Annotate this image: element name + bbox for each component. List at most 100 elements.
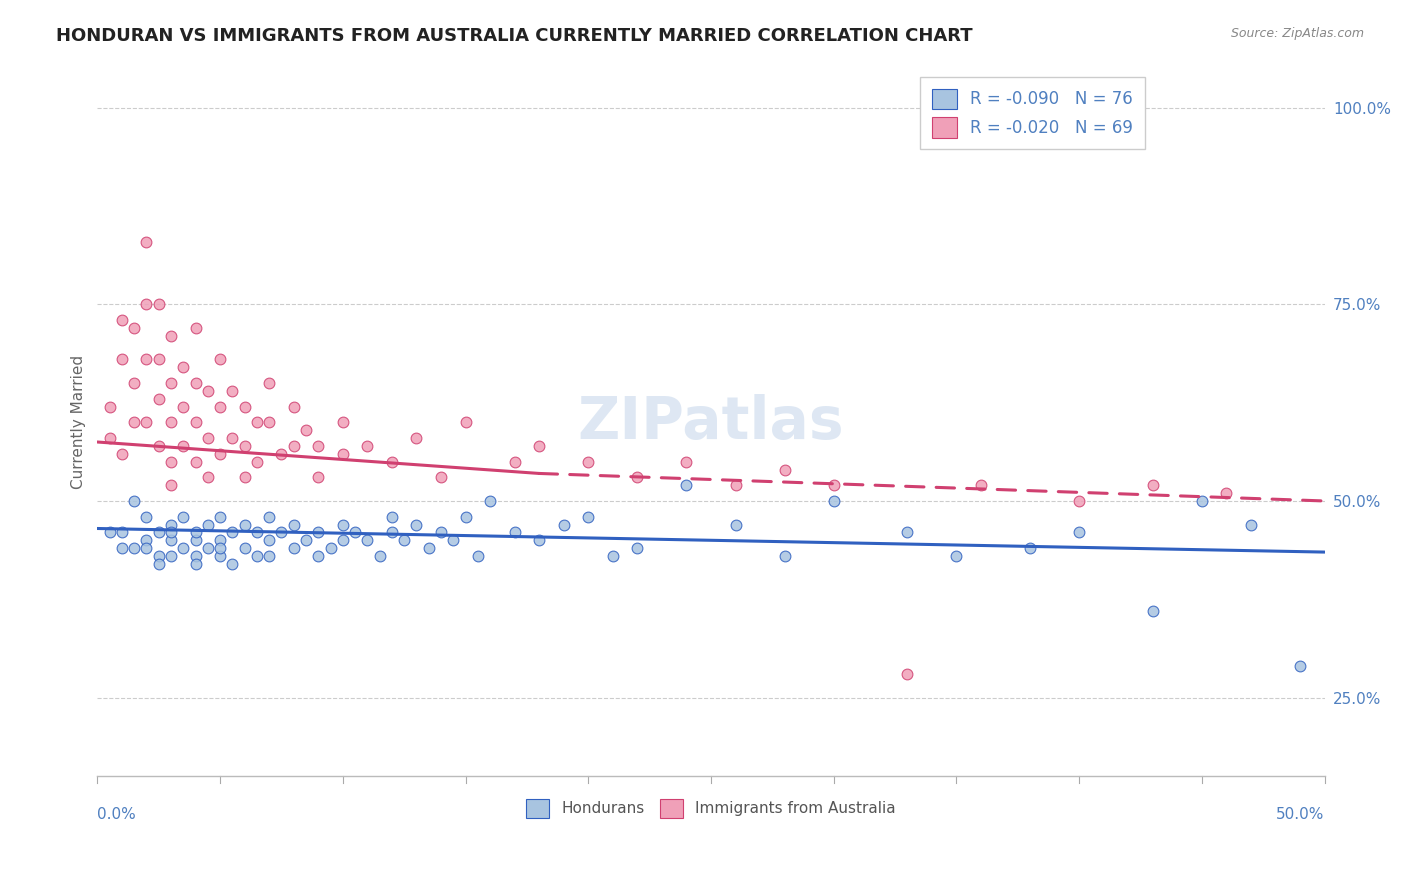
- Point: [773, 462, 796, 476]
- Point: [184, 455, 207, 469]
- Point: [197, 384, 219, 398]
- Point: [295, 533, 318, 548]
- Point: [172, 400, 194, 414]
- Point: [148, 392, 170, 406]
- Point: [184, 321, 207, 335]
- Point: [553, 517, 575, 532]
- Point: [135, 235, 157, 249]
- Point: [675, 478, 697, 492]
- Point: [160, 525, 183, 540]
- Point: [381, 509, 404, 524]
- Point: [257, 549, 280, 563]
- Point: [270, 447, 292, 461]
- Point: [135, 415, 157, 429]
- Point: [160, 549, 183, 563]
- Point: [626, 470, 648, 484]
- Point: [332, 533, 354, 548]
- Point: [184, 533, 207, 548]
- Point: [295, 423, 318, 437]
- Point: [283, 439, 305, 453]
- Point: [246, 549, 269, 563]
- Point: [148, 525, 170, 540]
- Point: [270, 525, 292, 540]
- Point: [332, 415, 354, 429]
- Point: [98, 431, 121, 445]
- Point: [209, 541, 232, 556]
- Point: [1215, 486, 1237, 500]
- Point: [209, 447, 232, 461]
- Point: [479, 494, 502, 508]
- Point: [527, 533, 550, 548]
- Point: [246, 415, 269, 429]
- Point: [172, 439, 194, 453]
- Point: [626, 541, 648, 556]
- Point: [160, 455, 183, 469]
- Point: [172, 509, 194, 524]
- Point: [307, 439, 329, 453]
- Point: [602, 549, 624, 563]
- Point: [527, 439, 550, 453]
- Point: [135, 541, 157, 556]
- Point: [160, 478, 183, 492]
- Point: [135, 297, 157, 311]
- Point: [576, 509, 599, 524]
- Point: [1142, 604, 1164, 618]
- Point: [209, 509, 232, 524]
- Point: [454, 415, 477, 429]
- Point: [148, 439, 170, 453]
- Point: [160, 415, 183, 429]
- Point: [122, 376, 145, 390]
- Point: [233, 470, 256, 484]
- Point: [172, 541, 194, 556]
- Point: [418, 541, 440, 556]
- Point: [405, 517, 427, 532]
- Point: [98, 400, 121, 414]
- Y-axis label: Currently Married: Currently Married: [72, 355, 86, 490]
- Point: [576, 455, 599, 469]
- Point: [184, 376, 207, 390]
- Point: [823, 494, 845, 508]
- Text: HONDURAN VS IMMIGRANTS FROM AUSTRALIA CURRENTLY MARRIED CORRELATION CHART: HONDURAN VS IMMIGRANTS FROM AUSTRALIA CU…: [56, 27, 973, 45]
- Point: [823, 478, 845, 492]
- Point: [257, 533, 280, 548]
- Point: [111, 313, 134, 327]
- Point: [467, 549, 489, 563]
- Point: [1240, 517, 1263, 532]
- Point: [405, 431, 427, 445]
- Point: [209, 352, 232, 367]
- Point: [135, 533, 157, 548]
- Point: [332, 517, 354, 532]
- Point: [430, 470, 453, 484]
- Point: [221, 557, 243, 571]
- Point: [319, 541, 342, 556]
- Point: [257, 376, 280, 390]
- Point: [724, 517, 747, 532]
- Point: [283, 400, 305, 414]
- Point: [257, 509, 280, 524]
- Point: [197, 541, 219, 556]
- Point: [356, 439, 378, 453]
- Point: [160, 517, 183, 532]
- Text: 50.0%: 50.0%: [1277, 806, 1324, 822]
- Point: [122, 494, 145, 508]
- Point: [392, 533, 415, 548]
- Point: [332, 447, 354, 461]
- Point: [122, 415, 145, 429]
- Point: [209, 549, 232, 563]
- Point: [381, 525, 404, 540]
- Point: [344, 525, 367, 540]
- Point: [160, 329, 183, 343]
- Point: [221, 384, 243, 398]
- Point: [233, 439, 256, 453]
- Point: [122, 321, 145, 335]
- Point: [98, 525, 121, 540]
- Point: [172, 360, 194, 375]
- Point: [1191, 494, 1213, 508]
- Point: [1069, 525, 1091, 540]
- Point: [246, 455, 269, 469]
- Point: [381, 455, 404, 469]
- Point: [148, 549, 170, 563]
- Point: [148, 352, 170, 367]
- Point: [356, 533, 378, 548]
- Point: [197, 517, 219, 532]
